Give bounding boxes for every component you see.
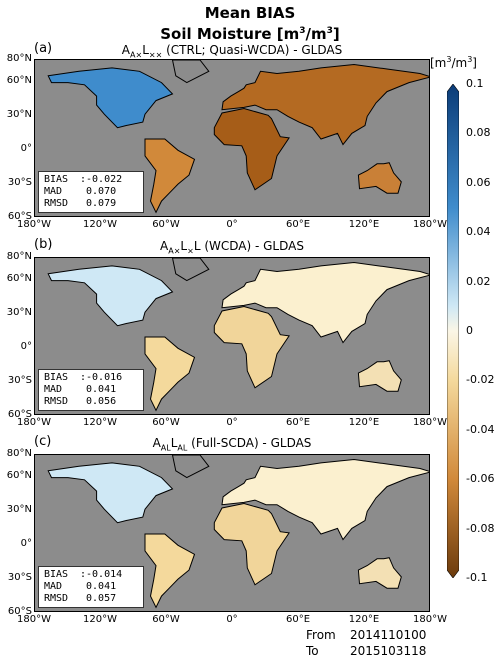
colorbar-tick-label: -0.04	[466, 422, 495, 436]
lon-tick-label: 0°	[226, 417, 238, 428]
lon-tick-label: 60°E	[285, 417, 311, 428]
land-na	[47, 265, 174, 327]
colorbar-tick-label: 0	[466, 324, 473, 337]
lon-tick-label: 60°W	[152, 417, 180, 428]
colorbar-tick-label: -0.02	[466, 373, 495, 387]
lon-tick-label: 120°E	[348, 614, 380, 625]
land-sa	[144, 336, 196, 412]
land-af	[213, 502, 290, 586]
land-af	[213, 107, 290, 191]
land-gl	[171, 60, 210, 84]
lon-tick-label: 60°E	[285, 219, 311, 230]
map-panel: BIAS:-0.014 MAD 0.041 RMSD 0.057	[34, 454, 430, 612]
land-au	[357, 162, 402, 194]
lat-tick-label: 0°	[20, 341, 32, 352]
land-na	[47, 462, 174, 524]
stats-box: BIAS:-0.022 MAD 0.070 RMSD 0.079	[38, 171, 144, 213]
lon-tick-label: 120°W	[83, 614, 117, 625]
lon-tick-label: 120°E	[348, 417, 380, 428]
colorbar-tick-label: 0.02	[466, 274, 491, 288]
panel-label: (c)	[34, 434, 52, 449]
land-sa	[144, 533, 196, 609]
panel-title: AALLAL (Full-SCDA) - GLDAS	[152, 436, 312, 453]
lat-tick-label: 80°N	[6, 448, 32, 459]
lon-tick-label: 120°E	[348, 219, 380, 230]
lat-tick-label: 60°S	[7, 606, 32, 617]
lat-tick-label: 60°N	[6, 273, 32, 284]
lon-tick-label: 60°E	[285, 614, 311, 625]
colorbar-tick-label: -0.06	[466, 472, 495, 486]
map-panel: BIAS:-0.022 MAD 0.070 RMSD 0.079	[34, 59, 430, 217]
lat-tick-label: 30°S	[7, 177, 32, 188]
lat-tick-label: 60°S	[7, 409, 32, 420]
lon-tick-label: 120°W	[83, 417, 117, 428]
figure-subtitle: Soil Moisture [m3/m3]	[160, 25, 340, 43]
colorbar-tick-label: -0.1	[466, 571, 488, 584]
land-au	[357, 557, 402, 589]
colorbar-tick-label: 0.06	[466, 175, 491, 189]
lat-tick-label: 60°S	[7, 211, 32, 222]
colorbar-tick-label: 0.04	[466, 225, 491, 239]
colorbar-tick-label: -0.08	[466, 521, 495, 535]
lon-tick-label: 180°W	[17, 417, 51, 428]
lat-tick-label: 30°N	[6, 307, 32, 318]
lon-tick-label: 180°W	[17, 614, 51, 625]
colorbar-tick-label: 0.1	[466, 77, 484, 90]
map-panel: BIAS:-0.016 MAD 0.041 RMSD 0.056	[34, 257, 430, 415]
to-value: 2015103118	[350, 644, 427, 658]
figure-title: Mean BIAS	[204, 4, 296, 22]
stats-box: BIAS:-0.014 MAD 0.041 RMSD 0.057	[38, 566, 144, 608]
colorbar-unit: [m3/m3]	[430, 55, 477, 70]
land-gl	[171, 258, 210, 282]
lon-tick-label: 180°W	[413, 417, 447, 428]
lat-tick-label: 30°N	[6, 109, 32, 120]
lon-tick-label: 180°W	[17, 219, 51, 230]
panel-label: (b)	[34, 237, 53, 252]
lon-tick-label: 60°W	[152, 219, 180, 230]
land-na	[47, 67, 174, 129]
land-sa	[144, 138, 196, 214]
land-au	[357, 360, 402, 392]
to-label: To	[306, 644, 319, 658]
period-from: From 2014110100	[306, 628, 426, 642]
land-gl	[171, 455, 210, 479]
lat-tick-label: 60°N	[6, 75, 32, 86]
lat-tick-label: 0°	[20, 538, 32, 549]
lat-tick-label: 30°S	[7, 572, 32, 583]
lat-tick-label: 60°N	[6, 470, 32, 481]
lat-tick-label: 0°	[20, 143, 32, 154]
panel-label: (a)	[34, 41, 53, 56]
land-eu	[221, 63, 429, 146]
land-eu	[221, 261, 429, 344]
lat-tick-label: 80°N	[6, 251, 32, 262]
colorbar	[447, 84, 459, 578]
panel-title: AA×L×× (CTRL; Quasi-WCDA) - GLDAS	[121, 43, 343, 60]
lon-tick-label: 180°W	[413, 219, 447, 230]
colorbar-tick-label: 0.08	[466, 126, 491, 140]
from-value: 2014110100	[350, 628, 427, 642]
lon-tick-label: 180°W	[413, 614, 447, 625]
lat-tick-label: 30°S	[7, 375, 32, 386]
lat-tick-label: 30°N	[6, 504, 32, 515]
lon-tick-label: 120°W	[83, 219, 117, 230]
lat-tick-label: 80°N	[6, 53, 32, 64]
land-eu	[221, 458, 429, 541]
period-to: To 2015103118	[306, 644, 426, 658]
from-label: From	[306, 628, 336, 642]
stats-box: BIAS:-0.016 MAD 0.041 RMSD 0.056	[38, 369, 144, 411]
land-af	[213, 305, 290, 389]
lon-tick-label: 0°	[226, 614, 238, 625]
lon-tick-label: 0°	[226, 219, 238, 230]
panel-title: AA×L×L (WCDA) - GLDAS	[160, 239, 304, 256]
lon-tick-label: 60°W	[152, 614, 180, 625]
